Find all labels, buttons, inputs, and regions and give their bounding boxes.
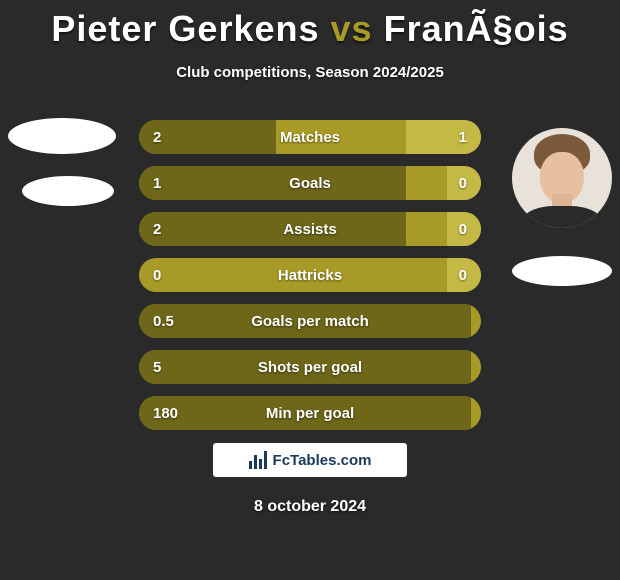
- bar-left-value: 2: [153, 212, 161, 246]
- stat-bar-row: Goals per match0.5: [139, 304, 481, 338]
- bar-label: Goals: [139, 166, 481, 200]
- player1-name-badge: [22, 176, 114, 206]
- comparison-title: Pieter Gerkens vs FranÃ§ois: [0, 0, 620, 50]
- stat-bar-row: Goals1 0: [139, 166, 481, 200]
- bar-chart-icon: [249, 451, 267, 469]
- stat-bar-row: Hattricks0 0: [139, 258, 481, 292]
- subtitle: Club competitions, Season 2024/2025: [0, 64, 620, 81]
- bar-right-value: 1: [459, 120, 467, 154]
- bar-left-value: 180: [153, 396, 178, 430]
- stat-bar-row: Shots per goal5: [139, 350, 481, 384]
- bar-right-value: 0: [459, 212, 467, 246]
- branding-box: FcTables.com: [213, 443, 407, 477]
- bar-label: Assists: [139, 212, 481, 246]
- date-label: 8 october 2024: [0, 498, 620, 516]
- bar-right-value: 0: [459, 258, 467, 292]
- player2-avatar-area: [512, 128, 612, 286]
- vs-label: vs: [331, 8, 373, 49]
- stat-bar-row: Matches2 1: [139, 120, 481, 154]
- player1-name: Pieter Gerkens: [51, 8, 319, 49]
- bar-left-value: 0.5: [153, 304, 174, 338]
- player1-avatar-placeholder: [8, 118, 116, 154]
- bar-left-value: 5: [153, 350, 161, 384]
- player1-avatar-area: [8, 118, 116, 206]
- bar-left-value: 2: [153, 120, 161, 154]
- bar-left-value: 1: [153, 166, 161, 200]
- player2-name: FranÃ§ois: [384, 8, 569, 49]
- bar-label: Shots per goal: [139, 350, 481, 384]
- bar-label: Goals per match: [139, 304, 481, 338]
- stat-bar-row: Min per goal180: [139, 396, 481, 430]
- stat-bars: Matches21Goals10Assists20Hattricks00Goal…: [139, 120, 481, 442]
- branding-text: FcTables.com: [273, 452, 372, 469]
- bar-label: Hattricks: [139, 258, 481, 292]
- player2-avatar: [512, 128, 612, 228]
- stat-bar-row: Assists2 0: [139, 212, 481, 246]
- bar-label: Min per goal: [139, 396, 481, 430]
- bar-label: Matches: [139, 120, 481, 154]
- bar-left-value: 0: [153, 258, 161, 292]
- player2-name-badge: [512, 256, 612, 286]
- bar-right-value: 0: [459, 166, 467, 200]
